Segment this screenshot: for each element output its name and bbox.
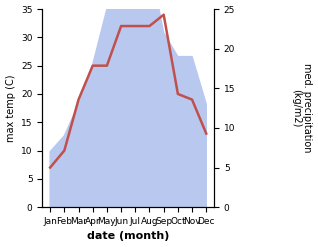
X-axis label: date (month): date (month) bbox=[87, 231, 169, 242]
Y-axis label: med. precipitation
(kg/m2): med. precipitation (kg/m2) bbox=[291, 63, 313, 153]
Y-axis label: max temp (C): max temp (C) bbox=[5, 74, 16, 142]
